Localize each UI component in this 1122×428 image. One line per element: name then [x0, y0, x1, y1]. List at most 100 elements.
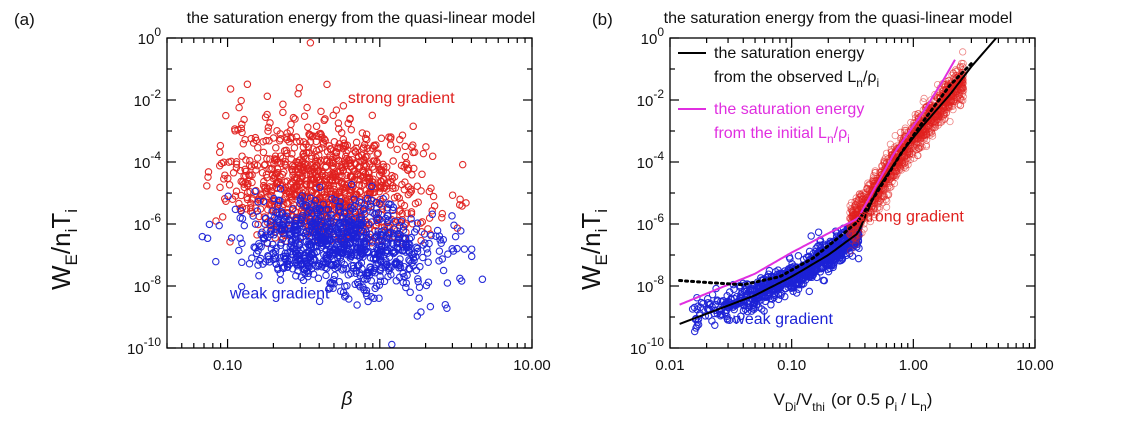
scatter-point	[268, 164, 277, 172]
scatter-point	[360, 246, 368, 255]
scatter-point	[761, 297, 770, 306]
scatter-point	[276, 130, 284, 138]
scatter-point	[271, 252, 280, 260]
scatter-point	[376, 277, 385, 285]
scatter-point	[297, 196, 305, 205]
scatter-point	[251, 220, 260, 228]
scatter-point	[326, 279, 334, 287]
y-tick-labels-b: 10-10 10-8 10-6 10-4 10-2 100	[630, 25, 664, 358]
scatter-point	[215, 221, 223, 230]
scatter-point	[237, 96, 245, 105]
scatter-point	[289, 113, 298, 122]
scatter-point	[306, 39, 315, 47]
scatter-point	[312, 183, 321, 191]
scatter-point	[418, 170, 426, 179]
scatter-point	[855, 196, 863, 204]
scatter-point	[374, 259, 382, 268]
scatter-point	[354, 244, 362, 252]
scatter-point	[884, 191, 893, 199]
scatter-point	[888, 173, 896, 181]
scatter-point	[307, 152, 316, 160]
scatter-point	[439, 266, 448, 275]
y-tick-label: 100	[138, 25, 162, 48]
scatter-point	[915, 144, 923, 152]
scatter-point	[429, 192, 438, 201]
scatter-point	[306, 218, 315, 226]
scatter-point	[386, 178, 395, 187]
scatter-point	[234, 126, 242, 134]
x-tick-label: 10.00	[513, 357, 551, 374]
scatter-point	[345, 159, 354, 168]
legend-initial-line1: the saturation energy	[714, 101, 864, 118]
scatter-point	[279, 100, 287, 109]
scatter-point	[330, 185, 339, 194]
scatter-point	[274, 196, 283, 204]
scatter-point	[319, 140, 328, 148]
scatter-point	[450, 221, 458, 230]
scatter-point	[310, 229, 318, 237]
scatter-point	[288, 167, 297, 176]
scatter-point	[271, 155, 279, 163]
scatter-point	[416, 219, 425, 227]
scatter-point	[314, 176, 323, 185]
scatter-point	[254, 261, 262, 269]
scatter-point	[337, 236, 345, 244]
scatter-point	[288, 150, 296, 158]
scatter-point	[356, 246, 365, 255]
scatter-point	[376, 200, 384, 209]
scatter-point	[299, 163, 308, 171]
scatter-point	[375, 294, 383, 302]
scatter-point	[260, 213, 269, 221]
scatter-point	[333, 212, 341, 221]
scatter-point	[306, 206, 314, 214]
scatter-point	[300, 112, 309, 120]
scatter-point	[435, 247, 444, 255]
scatter-point	[248, 209, 257, 217]
scatter-point	[699, 300, 707, 308]
scatter-point	[419, 149, 428, 158]
scatter-point	[293, 173, 301, 182]
scatter-point	[242, 156, 250, 164]
scatter-point	[302, 264, 310, 272]
scatter-point	[399, 269, 407, 278]
scatter-point	[455, 201, 464, 209]
scatter-point	[326, 151, 334, 160]
scatter-point	[448, 191, 457, 199]
scatter-point	[422, 281, 431, 290]
scatter-point	[267, 187, 276, 195]
scatter-point	[318, 144, 326, 152]
scatter-point	[296, 256, 305, 265]
scatter-point	[215, 161, 224, 170]
scatter-point	[264, 123, 273, 132]
scatter-point	[285, 228, 293, 237]
scatter-point	[460, 245, 469, 253]
scatter-point	[915, 114, 923, 122]
scatter-point	[248, 194, 257, 203]
scatter-point	[270, 173, 279, 182]
scatter-point	[204, 173, 212, 181]
scatter-point	[334, 125, 343, 133]
scatter-point	[458, 160, 467, 169]
scatter-point	[283, 135, 291, 144]
scatter-point	[251, 187, 259, 196]
scatter-point	[413, 182, 422, 190]
scatter-point	[376, 177, 385, 185]
scatter-point	[338, 214, 347, 222]
scatter-point	[842, 251, 851, 260]
scatter-point	[359, 143, 368, 151]
scatter-point	[250, 243, 258, 251]
scatter-point	[959, 89, 967, 98]
scatter-point	[942, 109, 950, 117]
scatter-point	[309, 242, 318, 251]
scatter-point	[290, 143, 299, 152]
scatter-point	[797, 277, 806, 285]
scatter-point	[226, 238, 234, 246]
scatter-point	[343, 141, 352, 150]
scatter-point	[395, 194, 404, 202]
scatter-point	[283, 259, 292, 268]
scatter-point	[333, 228, 342, 237]
scatter-point	[409, 122, 417, 131]
scatter-point	[449, 247, 458, 255]
scatter-point	[415, 294, 423, 302]
y-tick-label: 10-4	[637, 149, 665, 172]
